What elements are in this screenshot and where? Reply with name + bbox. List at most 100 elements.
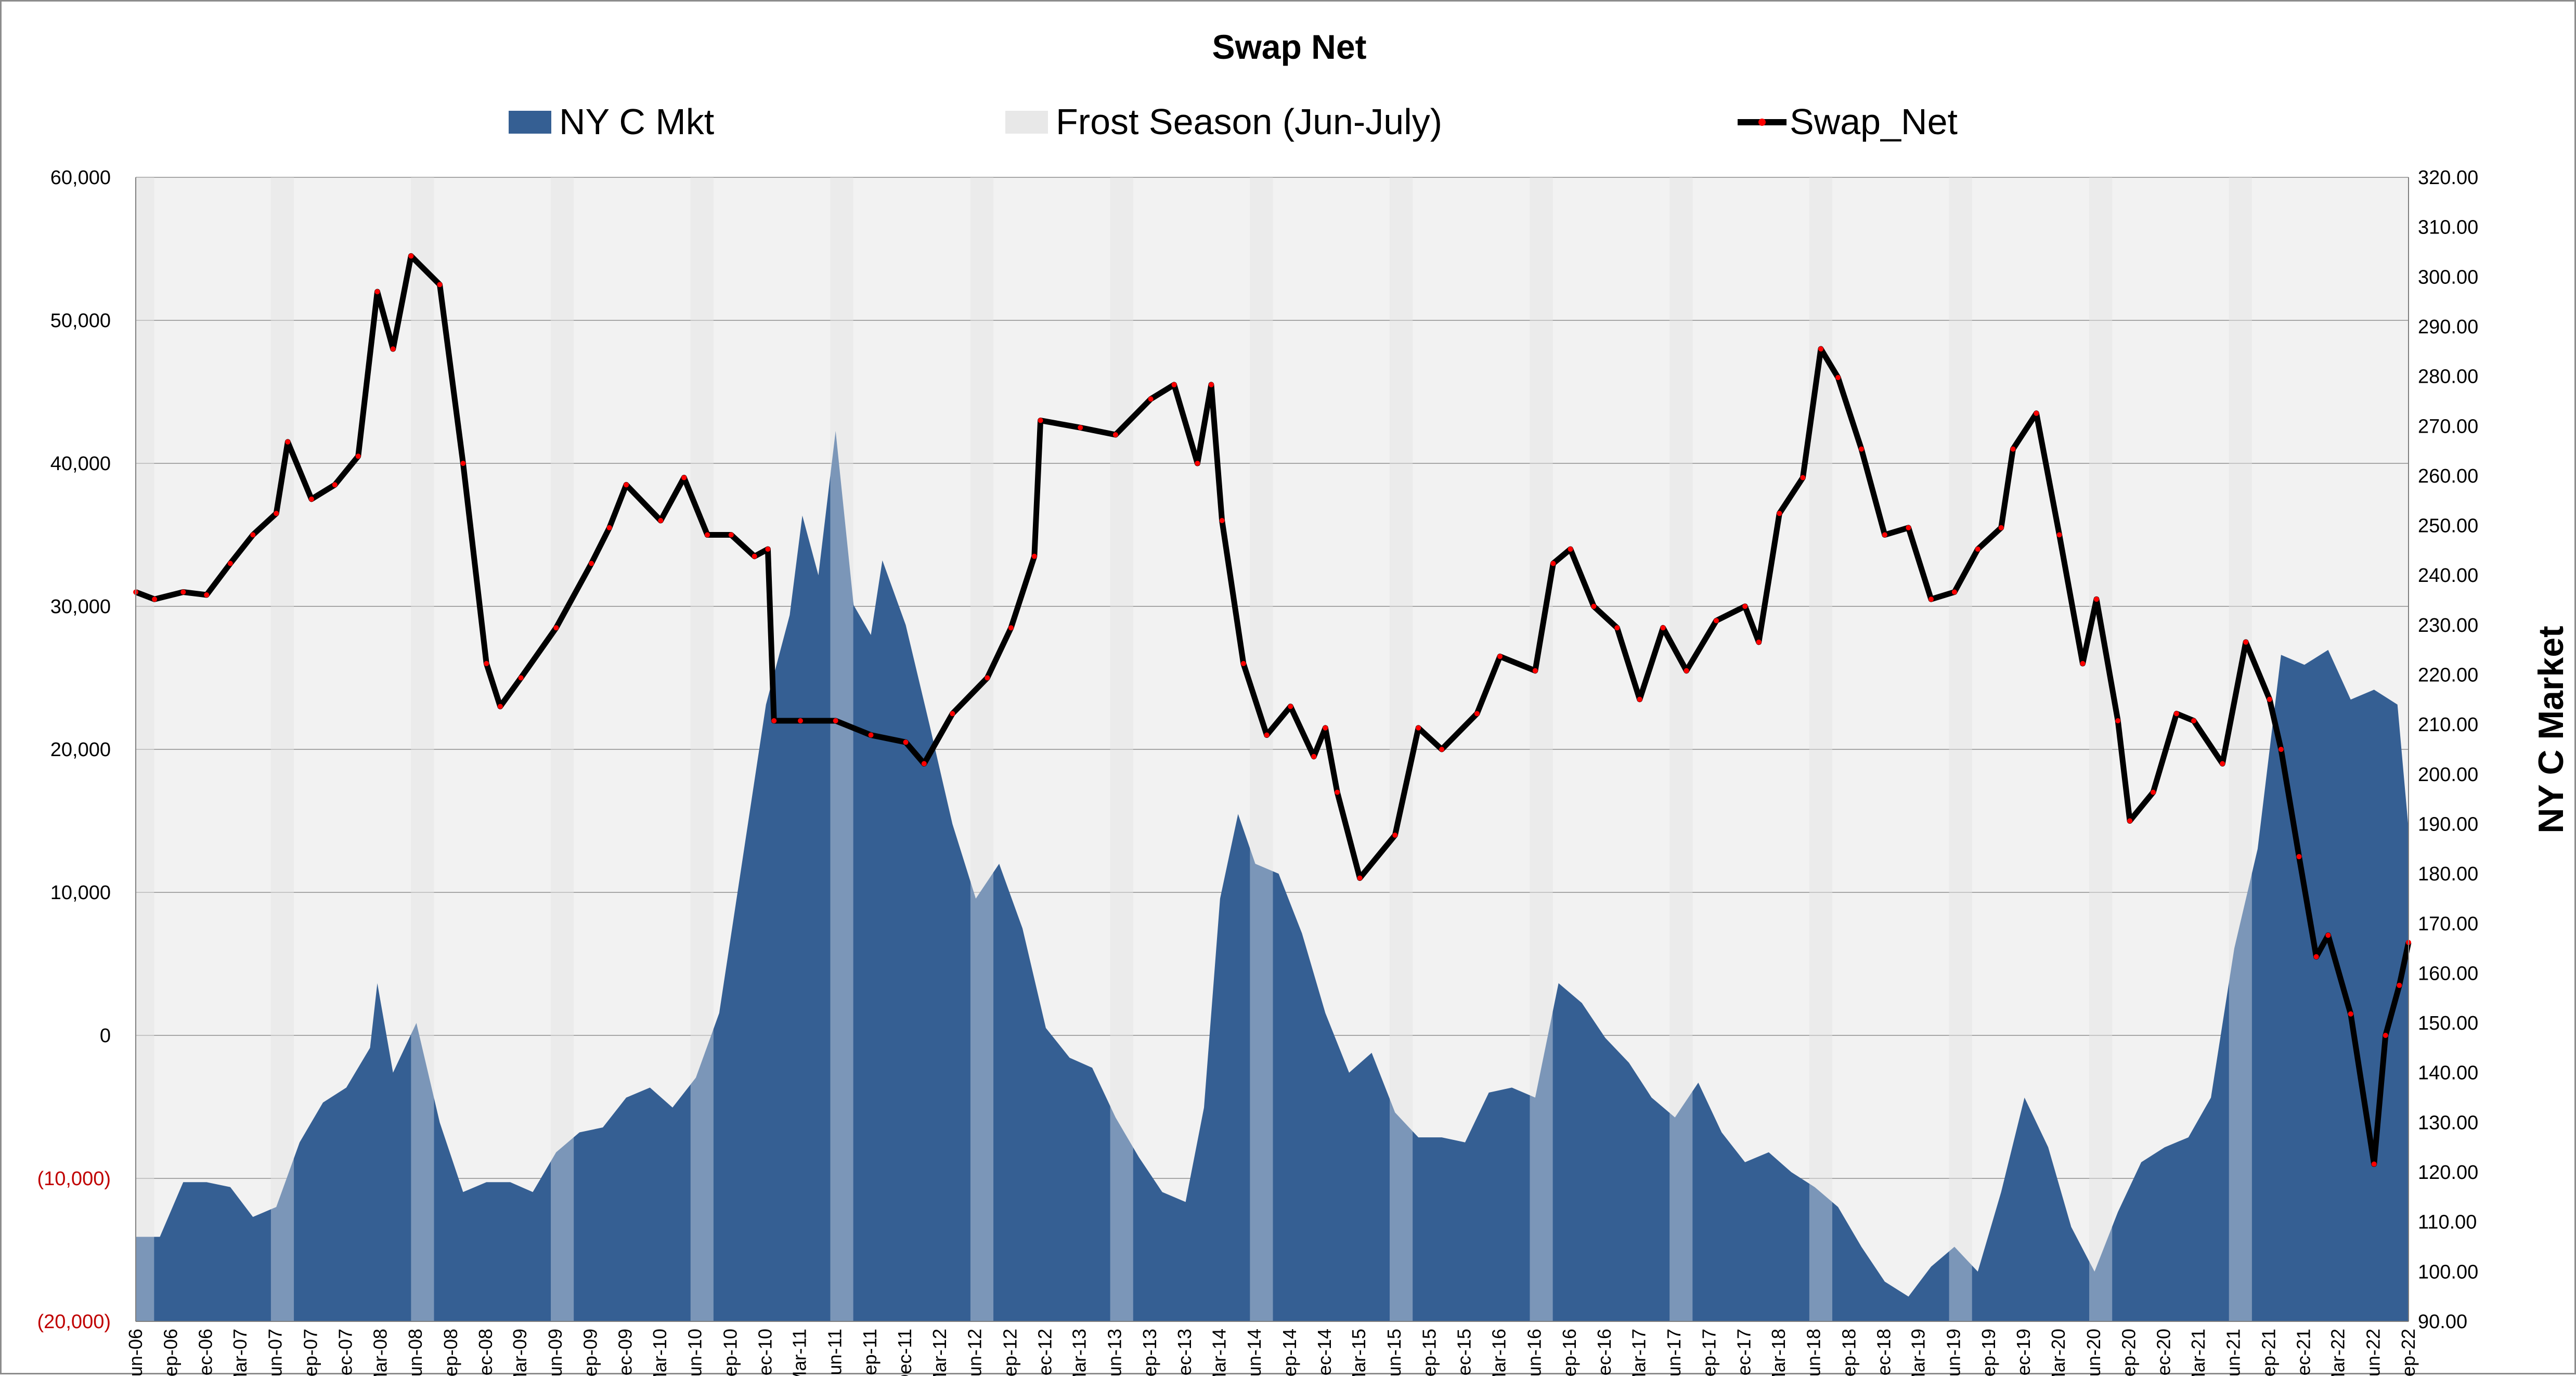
x-tick-label: 13-Sep-18 [1838, 1329, 1859, 1376]
swap-net-point [606, 525, 612, 530]
frost-season-overlay-1 [136, 177, 154, 1321]
swap-net-point [2397, 982, 2402, 988]
x-tick-label: 13-Jun-17 [1663, 1329, 1685, 1376]
swap-net-point [2278, 747, 2284, 752]
x-tick-label: 13-Jun-12 [964, 1329, 986, 1376]
x-tick-label: 13-Mar-17 [1628, 1329, 1649, 1376]
legend: NY C Mkt Frost Season (Jun-July) Swap_Ne… [509, 101, 1958, 142]
swap-net-point [497, 704, 503, 709]
swap-net-point [1532, 668, 1538, 673]
swap-net-point [1859, 446, 1864, 452]
right-tick-label: 140.00 [2418, 1062, 2478, 1084]
swap-net-point [1038, 418, 1043, 423]
left-tick-label: 30,000 [50, 596, 111, 618]
swap-net-point [2127, 818, 2133, 824]
legend-label-swap-net: Swap_Net [1790, 101, 1958, 142]
x-tick-label: 13-Sep-10 [719, 1329, 741, 1376]
x-tick-label: 13-Sep-12 [999, 1329, 1020, 1376]
swap-net-point [681, 475, 687, 481]
swap-net-point [589, 561, 594, 566]
x-tick-label: 13-Dec-08 [475, 1329, 496, 1376]
swap-net-point [1714, 618, 1719, 624]
left-tick-label: (10,000) [37, 1168, 111, 1190]
x-tick-label: 13-Sep-14 [1279, 1329, 1300, 1376]
frost-season-overlay-3 [411, 177, 434, 1321]
right-tick-label: 270.00 [2418, 416, 2478, 437]
swap-net-point [2010, 446, 2016, 452]
x-tick-label: 13-Mar-08 [369, 1329, 391, 1376]
x-tick-label: 13-Mar-07 [229, 1329, 251, 1376]
swap-net-point [227, 561, 233, 566]
x-tick-label: 13-Jun-07 [265, 1329, 286, 1376]
swap-net-point [1148, 396, 1154, 402]
left-tick-label: 60,000 [50, 167, 111, 189]
right-tick-label: 320.00 [2418, 167, 2478, 189]
swap-net-point [484, 661, 489, 666]
swap-net-point [1392, 833, 1398, 838]
swap-net-point [2371, 1161, 2377, 1167]
swap-net-point [250, 532, 256, 538]
x-tick-label: 13-Mar-14 [1208, 1329, 1229, 1376]
swap-net-point [2313, 954, 2319, 959]
swap-net-point [1835, 375, 1841, 380]
swap-net-point [921, 761, 927, 767]
right-tick-label: 220.00 [2418, 665, 2478, 686]
swap-net-point [1031, 553, 1037, 559]
swap-net-point [2173, 711, 2179, 717]
x-tick-label: 13-Mar-20 [2048, 1329, 2069, 1376]
left-tick-label: 0 [100, 1025, 111, 1047]
x-tick-label: 13-Sep-22 [2398, 1329, 2419, 1376]
swap-net-point [1684, 668, 1689, 673]
x-tick-label: 13-Mar-11 [789, 1329, 810, 1376]
swap-net-point [1288, 704, 1293, 709]
right-tick-label: 200.00 [2418, 764, 2478, 786]
swap-net-point [1777, 511, 1782, 516]
right-tick-label: 230.00 [2418, 615, 2478, 637]
x-tick-label: 13-Jun-19 [1943, 1329, 1964, 1376]
x-tick-label: 13-Jun-10 [684, 1329, 706, 1376]
x-tick-label: 13-Jun-14 [1244, 1329, 1265, 1376]
x-tick-label: 13-Sep-07 [300, 1329, 321, 1376]
swap-net-point [2056, 532, 2062, 538]
x-tick-label: 13-Mar-19 [1908, 1329, 1929, 1376]
right-axis-title: NY C Market [2531, 626, 2571, 833]
x-tick-label: 13-Mar-16 [1488, 1329, 1510, 1376]
swap-net-point [152, 596, 158, 602]
x-tick-label: 13-Sep-13 [1139, 1329, 1160, 1376]
x-tick-label: 13-Sep-20 [2118, 1329, 2140, 1376]
x-tick-label: 13-Dec-19 [2013, 1329, 2034, 1376]
right-tick-label: 180.00 [2418, 863, 2478, 885]
legend-swatch-frost-season [1005, 111, 1048, 134]
x-tick-label: 13-Dec-14 [1314, 1329, 1335, 1376]
swap-net-point [2383, 1033, 2388, 1038]
swap-net-point [1756, 639, 1762, 645]
swap-net-point [274, 511, 279, 516]
swap-net-point [1818, 346, 1823, 352]
x-tick-label: 13-Jun-20 [2083, 1329, 2104, 1376]
swap-net-point [2191, 718, 2196, 723]
right-tick-label: 240.00 [2418, 565, 2478, 587]
x-tick-label: 13-Dec-13 [1174, 1329, 1195, 1376]
right-tick-label: 170.00 [2418, 913, 2478, 935]
x-tick-label: 13-Dec-16 [1594, 1329, 1615, 1376]
swap-net-point [2115, 718, 2121, 723]
left-tick-label: 50,000 [50, 310, 111, 332]
right-tick-label: 90.00 [2418, 1311, 2467, 1333]
legend-label-ny-c-mkt: NY C Mkt [559, 101, 714, 142]
swap-net-point [798, 718, 803, 723]
swap-net-point [1416, 725, 1421, 731]
right-tick-label: 160.00 [2418, 963, 2478, 984]
swap-net-point [1882, 532, 1887, 538]
swap-net-point [752, 553, 757, 559]
swap-net-point [1497, 654, 1503, 659]
x-tick-label: 13-Jun-16 [1523, 1329, 1545, 1376]
swap-net-point [705, 532, 710, 538]
right-tick-label: 300.00 [2418, 266, 2478, 288]
swap-net-point [1171, 382, 1177, 387]
swap-net-point [1078, 425, 1083, 431]
x-tick-label: 13-Jun-08 [405, 1329, 426, 1376]
frost-season-overlay-16 [2229, 177, 2252, 1321]
swap-net-point [2220, 761, 2225, 767]
swap-net-point [2296, 854, 2302, 860]
